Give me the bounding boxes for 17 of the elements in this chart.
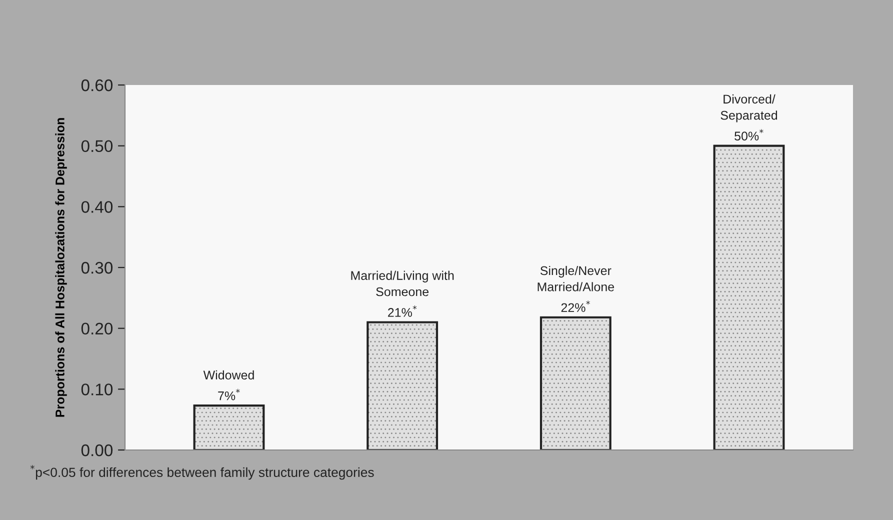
text: $^{*}$p<0.05 for differences between family structure categories xyxy=(30,465,374,480)
y-tick-label: 0.60 xyxy=(81,79,113,92)
y-tick-label: 0.00 xyxy=(81,444,113,456)
data-label: 22%$^{*}$ xyxy=(561,300,590,312)
data-label: 50%$^{*}$ xyxy=(734,129,764,140)
x-tick-label: Single/Never Married/Alone xyxy=(538,266,614,292)
y-tick-label: 0.50 xyxy=(81,140,113,152)
y-tick-label: 0.30 xyxy=(81,262,113,274)
x-tick-label: Widowed xyxy=(203,370,254,380)
y-axis-title: Proportions of All Hospitalozations for Depression xyxy=(55,118,67,417)
data-label: 21%$^{*}$ xyxy=(388,306,417,317)
x-tick-label: Married/Living with Someone xyxy=(351,270,454,296)
y-tick-label: 0.20 xyxy=(81,322,113,335)
x-tick-label: Divorced/ Separated xyxy=(720,94,778,122)
data-label: 7%$^{*}$ xyxy=(218,388,240,400)
y-tick-label: 0.40 xyxy=(81,201,113,213)
y-tick-label: 0.10 xyxy=(81,384,113,396)
